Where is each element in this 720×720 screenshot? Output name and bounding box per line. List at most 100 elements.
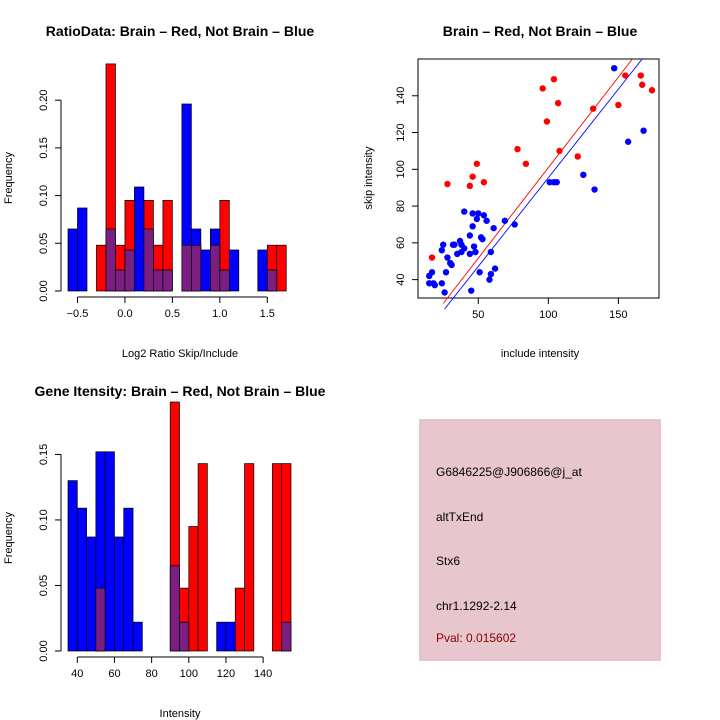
ratio-hist-x-tick-label: 0.5 (165, 308, 180, 320)
ratio-hist-x-tick-label: −0.5 (67, 308, 89, 320)
scatter-point-brain (554, 99, 562, 107)
intensity-hist-xlabel: Intensity (160, 708, 201, 720)
scatter-ylabel: skip intensity (363, 146, 375, 209)
scatter-point-notbrain (469, 223, 476, 230)
scatter-point-notbrain (451, 241, 458, 248)
intensity-hist-y-tick-label: 0.10 (38, 509, 50, 530)
scatter-y-tick-label: 60 (395, 237, 407, 249)
scatter-point-brain (473, 160, 481, 167)
scatter-point-notbrain (466, 250, 474, 258)
scatter-point-brain (444, 180, 451, 188)
intensity-hist-bar-brain (244, 463, 255, 652)
scatter-xlabel: include intensity (501, 348, 580, 360)
intensity-hist-bar-notbrain (216, 621, 227, 652)
intensity-hist-bar-notbrain (76, 507, 87, 652)
scatter-point-notbrain (624, 138, 632, 145)
ratio-hist-title: RatioData: Brain – Red, Not Brain – Blue (46, 23, 315, 39)
ratio-hist-x-tick-label: 1.0 (212, 308, 227, 320)
intensity-hist-bar-notbrain (123, 507, 134, 652)
ratio-hist-y-tick-label: 0.05 (38, 233, 50, 254)
scatter-point-notbrain (479, 235, 486, 243)
ratio-hist-y-tick-label: 0.20 (38, 89, 50, 110)
intensity-hist-bar-overlap (281, 621, 292, 652)
ratio-hist-bar-notbrain (67, 228, 78, 292)
scatter-point-notbrain (483, 217, 490, 224)
intensity-histogram: Gene Itensity: Brain – Red, Not Brain – … (3, 383, 326, 720)
gene-name: Stx6 (436, 554, 461, 568)
location: chr1.1292-2.14 (436, 599, 517, 613)
scatter-point-notbrain (475, 210, 482, 217)
intensity-hist-x-tick-label: 120 (217, 668, 235, 680)
ratio-hist-bar-notbrain (77, 207, 88, 292)
intensity-hist-y-tick-label: 0.15 (38, 444, 50, 465)
scatter-point-notbrain (470, 243, 478, 250)
scatter-point-brain (622, 72, 629, 79)
ratio-hist-bar-notbrain (228, 249, 240, 292)
scatter-point-notbrain (448, 261, 455, 269)
scatter-y-tick-label: 100 (395, 160, 407, 178)
ratio-hist-y-tick-label: 0.10 (38, 185, 50, 206)
ratio-hist-bar-notbrain (134, 186, 145, 292)
intensity-hist-y-tick-label: 0.00 (38, 640, 50, 661)
event-type: altTxEnd (436, 510, 484, 524)
ratio-hist-y-tick-label: 0.00 (38, 280, 50, 301)
scatter-fit-line-notbrain (444, 58, 643, 310)
scatter-point-notbrain (438, 247, 446, 254)
ratio-hist-x-tick-label: 1.5 (260, 308, 275, 320)
intensity-hist-bar-notbrain (104, 451, 115, 652)
intensity-hist-bar-brain (234, 587, 245, 652)
intensity-hist-bar-notbrain (225, 621, 236, 652)
scatter-point-notbrain (438, 280, 446, 287)
ratio-hist-bar-overlap (105, 228, 116, 292)
ratio-hist-y-tick-label: 0.15 (38, 137, 50, 158)
scatter-point-brain (556, 147, 563, 155)
scatter-point-notbrain (440, 241, 447, 248)
scatter-x-tick-label: 50 (472, 309, 484, 321)
intensity-hist-ylabel: Frequency (3, 512, 15, 564)
scatter-point-brain (550, 76, 558, 83)
probe-id: G6846225@J906866@j_at (436, 465, 582, 479)
scatter-point-brain (637, 72, 644, 79)
scatter-point-notbrain (487, 270, 495, 278)
scatter-point-notbrain (461, 245, 468, 252)
scatter-point-brain (514, 145, 521, 153)
scatter-point-notbrain (469, 210, 476, 217)
intensity-hist-x-tick-label: 140 (254, 668, 272, 680)
scatter-point-brain (469, 173, 476, 180)
scatter-point-brain (615, 101, 622, 109)
intensity-hist-bar-brain (197, 463, 208, 652)
scatter-point-notbrain (442, 269, 450, 276)
ratio-hist-bar-overlap (143, 228, 154, 292)
scatter-point-brain (543, 118, 551, 125)
scatter-point-brain (522, 160, 530, 167)
ratio-hist-ylabel: Frequency (3, 152, 15, 204)
scatter-y-tick-label: 140 (395, 87, 407, 105)
ratio-hist-xlabel: Log2 Ratio Skip/Include (122, 348, 238, 360)
scatter-y-tick-label: 120 (395, 123, 407, 141)
scatter-point-notbrain (468, 287, 475, 294)
intensity-hist-bar-overlap (95, 587, 106, 652)
scatter-point-notbrain (486, 276, 493, 283)
ratio-hist-bar-notbrain (200, 249, 211, 292)
scatter-title: Brain – Red, Not Brain – Blue (443, 23, 638, 39)
ratio-hist-bar-overlap (162, 269, 173, 292)
ratio-hist-bar-overlap (115, 269, 126, 292)
scatter-plot: Brain – Red, Not Brain – Blue include in… (363, 23, 660, 360)
scatter-point-notbrain (473, 215, 481, 223)
intensity-hist-bar-brain (188, 526, 199, 652)
pval-text: Pval: 0.015602 (436, 631, 517, 645)
intensity-hist-bar-notbrain (86, 536, 97, 652)
scatter-point-notbrain (461, 208, 468, 215)
scatter-point-notbrain (428, 269, 436, 276)
scatter-point-brain (466, 182, 474, 190)
scatter-point-notbrain (591, 186, 598, 193)
ratio-hist-bar-notbrain (257, 249, 268, 292)
ratio-hist-bar-brain (96, 244, 107, 292)
intensity-hist-title: Gene Itensity: Brain – Red, Not Brain – … (35, 383, 326, 399)
ratio-hist-bar-overlap (219, 269, 230, 292)
ratio-hist-bar-overlap (191, 244, 202, 292)
ratio-hist-bar-brain (276, 244, 287, 292)
scatter-point-notbrain (472, 248, 479, 256)
intensity-hist-bar-overlap (179, 621, 190, 652)
scatter-point-notbrain (444, 254, 451, 261)
